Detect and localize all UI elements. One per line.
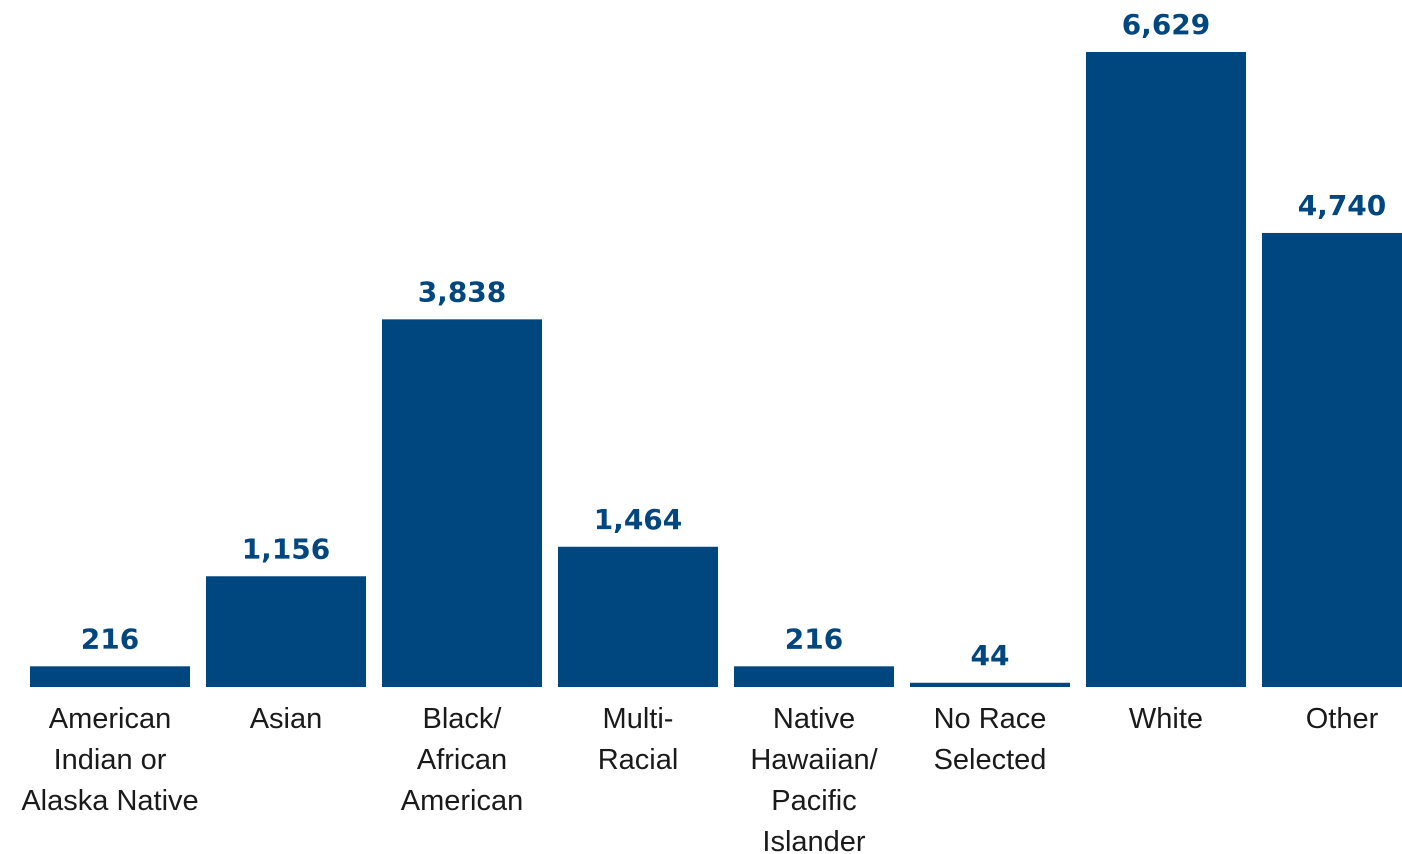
category-label-line: No Race bbox=[934, 703, 1047, 735]
category-label-line: Native bbox=[773, 703, 855, 735]
bar-value-label-4: 216 bbox=[785, 622, 843, 655]
bar-6 bbox=[1086, 52, 1246, 687]
category-label-line: Asian bbox=[250, 703, 323, 735]
bar-2 bbox=[382, 319, 542, 687]
bar-5 bbox=[910, 682, 1070, 687]
category-label-line: Hawaiian/ bbox=[750, 744, 878, 776]
category-label-2: Black/African American bbox=[401, 703, 524, 817]
bar-value-label-0: 216 bbox=[81, 622, 139, 655]
bar-7 bbox=[1262, 232, 1402, 687]
bar-1 bbox=[206, 576, 366, 687]
bar-4 bbox=[734, 666, 894, 687]
bar-value-label-3: 1,464 bbox=[594, 503, 683, 536]
category-label-line: Multi- bbox=[603, 703, 674, 735]
category-label-line: Alaska Native bbox=[21, 785, 198, 817]
category-label-line: Selected bbox=[934, 744, 1047, 776]
category-label-3: Multi- Racial bbox=[598, 703, 679, 776]
category-label-line: Pacific bbox=[771, 785, 856, 817]
bar-0 bbox=[30, 666, 190, 687]
bar-3 bbox=[558, 546, 718, 687]
bar-value-label-7: 4,740 bbox=[1298, 189, 1387, 222]
category-label-line: Indian or bbox=[54, 744, 167, 776]
category-label-line: American bbox=[49, 703, 172, 735]
category-label-4: Native Hawaiian/Pacific Islander bbox=[750, 703, 878, 854]
category-label-6: White bbox=[1129, 703, 1203, 735]
bar-value-label-1: 1,156 bbox=[242, 532, 331, 565]
bars-group bbox=[30, 52, 1402, 687]
category-label-line: Other bbox=[1306, 703, 1379, 735]
category-label-7: Other bbox=[1306, 703, 1379, 735]
category-label-0: American Indian or Alaska Native bbox=[21, 703, 198, 817]
bar-value-label-6: 6,629 bbox=[1122, 8, 1211, 41]
category-label-line: Islander bbox=[762, 826, 866, 854]
bar-value-label-5: 44 bbox=[971, 639, 1010, 672]
category-label-line: American bbox=[401, 785, 524, 817]
bar-value-label-2: 3,838 bbox=[418, 275, 507, 308]
value-labels-group: 216 1,156 3,838 1,464 216 44 6,629 4,740 bbox=[81, 8, 1387, 672]
category-label-1: Asian bbox=[250, 703, 323, 735]
category-label-line: White bbox=[1129, 703, 1203, 735]
category-label-line: African bbox=[417, 744, 507, 776]
category-label-line: Black/ bbox=[423, 703, 503, 735]
category-label-line: Racial bbox=[598, 744, 679, 776]
category-labels-group: American Indian or Alaska Native Asian Black… bbox=[21, 703, 1378, 854]
category-label-5: No Race Selected bbox=[934, 703, 1047, 776]
